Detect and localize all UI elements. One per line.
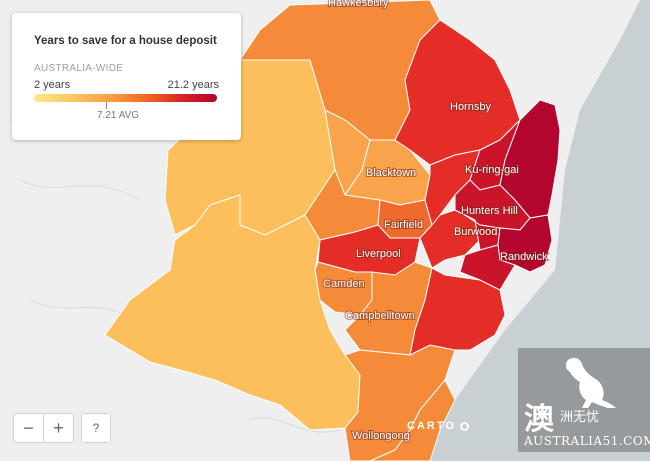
label-hornsby: Hornsby [450,101,491,113]
label-campbelltown: Campbelltown [345,310,415,322]
carto-attribution[interactable]: CARTO [407,420,469,432]
legend-max-label: 21.2 years [167,79,219,91]
label-burwood: Burwood [454,226,497,238]
watermark-text: AUSTRALIA51.COM [524,434,650,448]
label-liverpool: Liverpool [356,248,401,260]
region-northern-beaches[interactable] [499,99,561,219]
zoom-out-button[interactable]: − [23,417,34,438]
terrain [9,119,341,433]
legend-gradient-bar [34,94,217,102]
label-fairfield: Fairfield [384,219,423,231]
kangaroo-icon [565,357,616,408]
carto-logo-text: CARTO [407,420,456,432]
label-wollongong: Wollongong [352,430,410,442]
watermark-char: 澳 [524,402,554,437]
legend-range: 2 years 21.2 years [34,79,219,91]
legend-average: 7.21 AVG [34,102,217,122]
region-bankstown[interactable] [419,209,481,269]
label-blacktown: Blacktown [366,167,416,179]
label-camden: Camden [323,278,365,290]
legend-title: Years to save for a house deposit [34,35,217,47]
zoom-controls: − + [13,413,74,443]
region-parramatta[interactable] [424,149,481,227]
region-rockdale[interactable] [459,244,516,291]
legend-min-label: 2 years [34,79,71,91]
legend-subtitle: AUSTRALIA-WIDE [34,63,124,74]
carto-logo-icon [459,421,469,431]
label-randwick: Randwick [500,251,548,263]
label-hunters-hill: Hunters Hill [461,205,518,217]
help-button[interactable]: ? [81,413,111,443]
watermark-cn-text: 洲无忧 [560,410,600,425]
watermark: 澳 洲无忧 AUSTRALIA51.COM [518,348,650,452]
legend-average-tick [106,102,107,109]
region-wollongong[interactable] [369,379,456,461]
region-sutherland[interactable] [409,261,506,356]
legend-average-label: 7.21 AVG [97,110,140,121]
label-ku-ring-gai: Ku-ring-gai [465,164,519,176]
label-hawkesbury: Hawkesbury [328,0,389,9]
legend-panel: Years to save for a house deposit AUSTRA… [12,13,241,140]
zoom-in-button[interactable]: + [43,414,73,442]
